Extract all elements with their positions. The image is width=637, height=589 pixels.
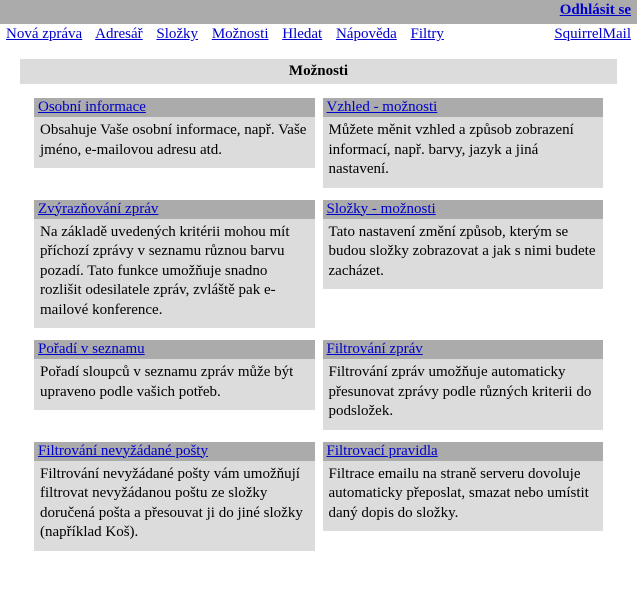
options-grid: Osobní informace Obsahuje Vaše osobní in… [30, 98, 607, 563]
nav-search[interactable]: Hledat [282, 26, 322, 42]
signout-link[interactable]: Odhlásit se [560, 2, 631, 18]
card-body-filterrules: Filtrace emailu na straně serveru dovolu… [323, 461, 604, 532]
card-head-filterrules: Filtrovací pravidla [323, 442, 604, 461]
nav-filters[interactable]: Filtry [411, 26, 444, 42]
brand-link[interactable]: SquirrelMail [554, 26, 631, 42]
card-link-highlight[interactable]: Zvýrazňování zpráv [38, 201, 158, 217]
nav-help[interactable]: Nápověda [336, 26, 397, 42]
card-head-display: Vzhled - možnosti [323, 98, 604, 117]
card-link-folder[interactable]: Složky - možnosti [327, 201, 436, 217]
card-body-order: Pořadí sloupců v seznamu zpráv může být … [34, 359, 315, 410]
card-head-highlight: Zvýrazňování zpráv [34, 200, 315, 219]
card-body-spam: Filtrování nevyžádané pošty vám umožňují… [34, 461, 315, 551]
card-link-order[interactable]: Pořadí v seznamu [38, 341, 145, 357]
card-link-spam[interactable]: Filtrování nevyžádané pošty [38, 443, 208, 459]
card-body-personal: Obsahuje Vaše osobní informace, např. Va… [34, 117, 315, 168]
nav-folders[interactable]: Složky [156, 26, 198, 42]
nav-left: Nová zpráva Adresář Složky Možnosti Hled… [6, 26, 454, 43]
nav-compose[interactable]: Nová zpráva [6, 26, 82, 42]
card-head-order: Pořadí v seznamu [34, 340, 315, 359]
card-link-display[interactable]: Vzhled - možnosti [327, 99, 438, 115]
card-body-folder: Tato nastavení změní způsob, kterým se b… [323, 219, 604, 290]
options-content: Osobní informace Obsahuje Vaše osobní in… [20, 84, 617, 569]
card-body-display: Můžete měnit vzhled a způsob zobrazení i… [323, 117, 604, 188]
nav-addresses[interactable]: Adresář [95, 26, 142, 42]
top-bar: Odhlásit se [0, 0, 637, 24]
card-head-msgfilter: Filtrování zpráv [323, 340, 604, 359]
nav-right: SquirrelMail [554, 26, 631, 43]
card-link-filterrules[interactable]: Filtrovací pravidla [327, 443, 438, 459]
card-head-folder: Složky - možnosti [323, 200, 604, 219]
nav-options[interactable]: Možnosti [212, 26, 269, 42]
card-head-spam: Filtrování nevyžádané pošty [34, 442, 315, 461]
nav-row: Nová zpráva Adresář Složky Možnosti Hled… [0, 24, 637, 49]
card-body-msgfilter: Filtrování zpráv umožňuje automaticky př… [323, 359, 604, 430]
card-body-highlight: Na základě uvedených kritérii mohou mít … [34, 219, 315, 329]
page-title: Možnosti [20, 59, 617, 84]
card-head-personal: Osobní informace [34, 98, 315, 117]
card-link-personal[interactable]: Osobní informace [38, 99, 146, 115]
card-link-msgfilter[interactable]: Filtrování zpráv [327, 341, 423, 357]
